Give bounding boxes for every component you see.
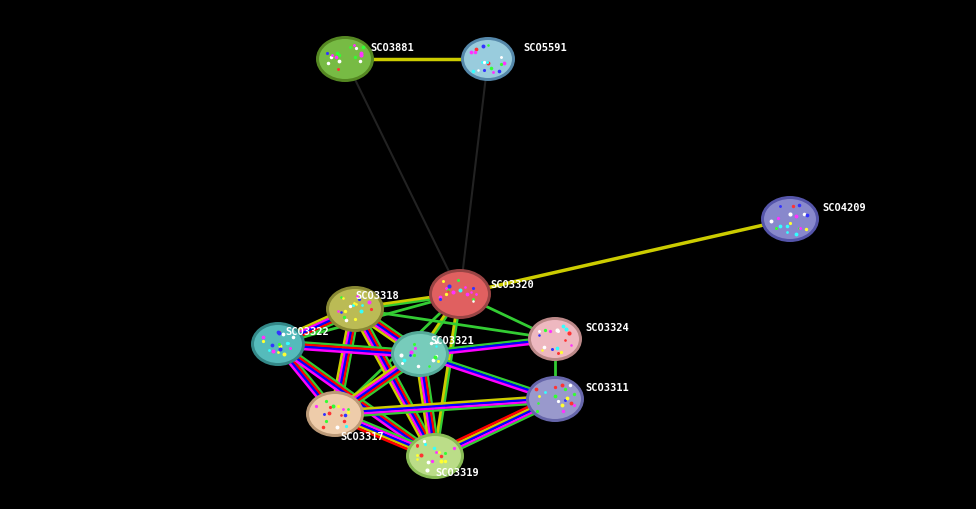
Ellipse shape: [531, 320, 579, 358]
Ellipse shape: [409, 436, 461, 476]
Ellipse shape: [461, 38, 515, 82]
Text: SCO3317: SCO3317: [340, 431, 384, 441]
Ellipse shape: [306, 391, 364, 437]
Ellipse shape: [254, 325, 302, 363]
Ellipse shape: [329, 290, 381, 329]
Text: SCO3318: SCO3318: [355, 291, 399, 300]
Ellipse shape: [316, 37, 374, 83]
Ellipse shape: [432, 272, 488, 317]
Ellipse shape: [326, 287, 384, 332]
Ellipse shape: [309, 394, 361, 434]
Text: SCO3322: SCO3322: [285, 326, 329, 336]
Ellipse shape: [406, 433, 464, 479]
Text: SCO3319: SCO3319: [435, 467, 479, 477]
Text: SCO3320: SCO3320: [490, 279, 534, 290]
Text: SCO3311: SCO3311: [585, 382, 629, 392]
Text: SCO3881: SCO3881: [370, 43, 414, 53]
Ellipse shape: [251, 322, 305, 366]
Ellipse shape: [394, 334, 446, 374]
Ellipse shape: [391, 331, 449, 377]
Ellipse shape: [319, 40, 371, 80]
Ellipse shape: [761, 196, 819, 242]
Text: SCO3324: SCO3324: [585, 322, 629, 332]
Ellipse shape: [464, 41, 512, 79]
Text: SCO5591: SCO5591: [523, 43, 567, 53]
Ellipse shape: [529, 379, 581, 419]
Ellipse shape: [764, 200, 816, 240]
Ellipse shape: [429, 269, 491, 319]
Ellipse shape: [526, 376, 584, 422]
Text: SCO4209: SCO4209: [822, 203, 866, 213]
Ellipse shape: [528, 318, 582, 361]
Text: SCO3321: SCO3321: [430, 335, 473, 345]
